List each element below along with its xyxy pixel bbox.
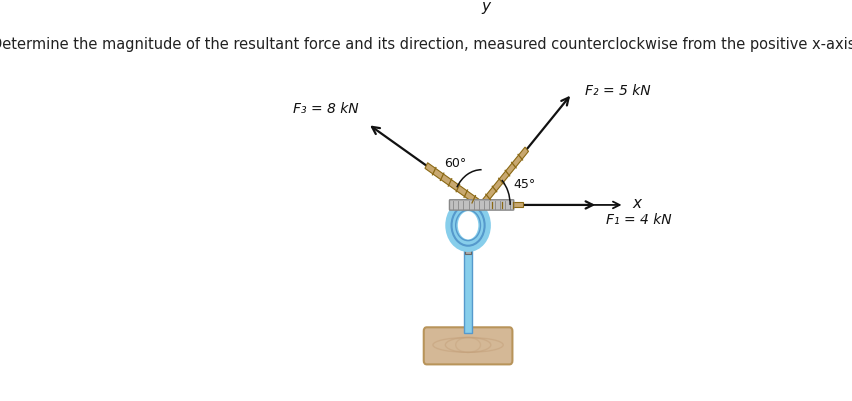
FancyBboxPatch shape [423, 328, 512, 365]
Text: x: x [632, 195, 641, 210]
Text: F₂ = 5 kN: F₂ = 5 kN [585, 83, 651, 97]
Polygon shape [481, 203, 523, 208]
Text: Determine the magnitude of the resultant force and its direction, measured count: Determine the magnitude of the resultant… [0, 37, 852, 52]
Bar [464, 247, 471, 254]
Polygon shape [425, 163, 483, 208]
Bar [464, 247, 472, 333]
FancyBboxPatch shape [450, 200, 514, 211]
Text: F₃ = 8 kN: F₃ = 8 kN [293, 102, 359, 116]
Text: 45°: 45° [513, 178, 535, 191]
Text: y: y [481, 0, 491, 14]
Text: 60°: 60° [444, 156, 466, 170]
Text: F₁ = 4 kN: F₁ = 4 kN [606, 212, 671, 226]
Polygon shape [480, 148, 528, 208]
